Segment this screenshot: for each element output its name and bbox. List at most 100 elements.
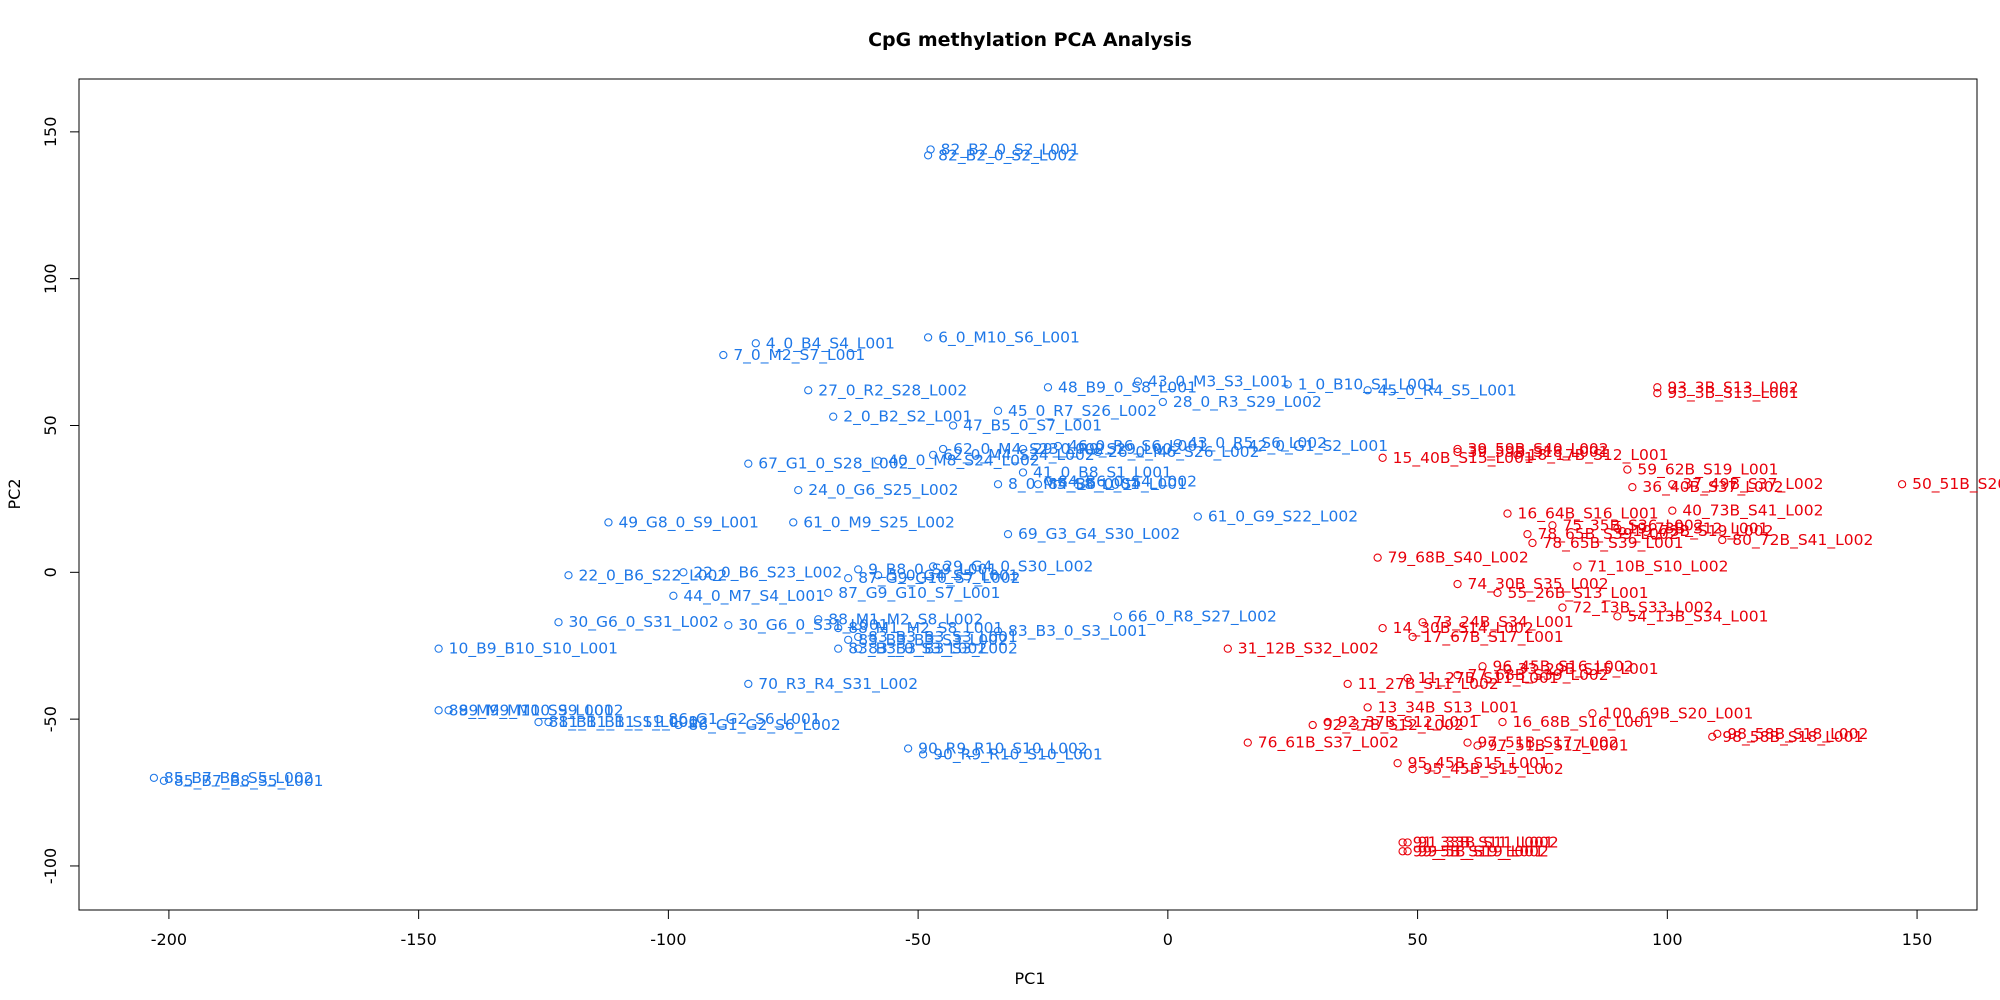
data-point xyxy=(1043,477,1053,486)
point-label: 62_0_M4_S23_L002 xyxy=(953,440,1105,459)
point-label: 18_17B_S12_L001 xyxy=(1527,446,1668,465)
point-label: 84_B6_0_S4_L002 xyxy=(1058,472,1197,491)
data-point xyxy=(804,386,813,395)
data-point xyxy=(744,459,753,468)
point-label: 77_68B_S39_L002 xyxy=(1468,666,1609,685)
point-label: 7_0_M2_S7_L001 xyxy=(733,346,865,365)
point-label: 99_5B_S19_L001 xyxy=(1413,842,1544,861)
point-label: 29_G4_0_S30_L002 xyxy=(943,557,1093,576)
data-point xyxy=(1158,397,1168,407)
data-point xyxy=(1233,441,1242,451)
point-label: 15_40B_S15_L001 xyxy=(1393,449,1534,468)
data-point xyxy=(1498,717,1507,727)
x-tick-label: -100 xyxy=(650,930,686,949)
point-label: 11_27B_S11_L002 xyxy=(1358,675,1499,694)
data-point xyxy=(1897,480,1907,489)
data-point xyxy=(149,773,159,783)
point-label: 72_13B_S33_L002 xyxy=(1572,599,1713,618)
point-label: 33_29B_S15_L001 xyxy=(1517,660,1658,679)
data-point xyxy=(844,574,853,583)
point-label: 80_72B_S41_L002 xyxy=(1732,531,1873,550)
y-axis-label: PC2 xyxy=(5,479,24,510)
point-label: 45_0_R7_S26_L002 xyxy=(1008,402,1157,421)
point-label: 97_51B_S17_L002 xyxy=(1478,734,1619,753)
data-point xyxy=(1378,453,1387,462)
point-label: 90_R9_R10_S10_L002 xyxy=(918,739,1088,758)
point-label: 82_B2_0_S2_L002 xyxy=(938,146,1077,165)
data-point xyxy=(1453,447,1462,457)
data-point xyxy=(1523,529,1532,539)
data-point xyxy=(1713,729,1722,738)
data-point xyxy=(1653,383,1662,392)
data-point xyxy=(1403,847,1412,856)
data-point xyxy=(1378,623,1387,633)
data-point xyxy=(1453,444,1462,454)
data-point xyxy=(1573,562,1582,571)
point-label: 4_0_B4_S4_L001 xyxy=(766,334,895,353)
chart-title: CpG methylation PCA Analysis xyxy=(868,29,1192,51)
point-label: 24_0_G6_S25_L002 xyxy=(808,481,958,500)
point-label: 61_0_M9_S25_L002 xyxy=(803,513,955,532)
data-point xyxy=(554,618,563,627)
point-label: 29_0_R9_S29_L002 xyxy=(1033,440,1182,459)
data-point xyxy=(1653,389,1662,398)
point-label: 28_0_R3_S29_L002 xyxy=(1173,393,1322,412)
data-point xyxy=(844,635,853,645)
point-label: 11_27B_S11_L001 xyxy=(1418,669,1559,688)
point-label: 92_37B_S12_L002 xyxy=(1323,716,1464,735)
data-point xyxy=(854,565,863,574)
data-point xyxy=(1243,738,1252,747)
data-point xyxy=(1033,480,1043,489)
point-label: 73_24B_S34_L001 xyxy=(1433,613,1574,632)
data-point xyxy=(834,623,843,633)
point-label: 93_3B_S13_L002 xyxy=(1667,378,1798,397)
data-point xyxy=(1668,506,1677,515)
x-tick-label: -50 xyxy=(905,930,931,949)
data-point xyxy=(1668,480,1677,489)
data-point xyxy=(1043,383,1053,392)
point-label: 71_10B_S10_L002 xyxy=(1587,557,1728,576)
data-point xyxy=(993,480,1003,489)
data-point xyxy=(1453,579,1462,589)
point-label: 98_58B_S18_L001 xyxy=(1722,728,1863,747)
point-label: 55_26B_S13_L001 xyxy=(1508,584,1649,603)
point-label: 9_B8_0_S9_L001 xyxy=(868,560,997,579)
data-point xyxy=(938,444,948,454)
data-point xyxy=(854,644,863,653)
data-point xyxy=(1588,709,1597,718)
data-point xyxy=(1363,386,1372,395)
data-point xyxy=(1003,529,1013,539)
data-point xyxy=(654,714,663,724)
x-tick-label: -200 xyxy=(151,930,187,949)
point-label: 40_0_M8_S24_L002 xyxy=(888,452,1040,471)
point-label: 61_0_G9_S22_L002 xyxy=(1208,508,1358,527)
point-label: 8_0_M5_S8_L001 xyxy=(1008,475,1140,494)
point-label: 16_64B_S16_L001 xyxy=(1517,505,1658,524)
data-point xyxy=(1323,717,1332,727)
point-label: 16_68B_S16_L001 xyxy=(1513,713,1654,732)
point-label: 99_5B_S19_L002 xyxy=(1418,842,1549,861)
data-point xyxy=(829,412,838,421)
point-label: 75_35B_S36_L002 xyxy=(1562,516,1703,535)
data-point xyxy=(923,333,933,342)
point-label: 17_67B_S17_L001 xyxy=(1423,628,1564,647)
data-point xyxy=(1408,632,1417,642)
data-point xyxy=(1503,665,1512,674)
point-label: 48_B9_0_S8_L001 xyxy=(1058,378,1197,397)
point-label: 43_0_M3_S3_L001 xyxy=(1148,372,1290,391)
point-label: 91_33B_S11_L002 xyxy=(1418,833,1559,852)
data-point xyxy=(1018,444,1028,454)
data-point xyxy=(794,485,803,495)
point-label: 97_51B_S17_L001 xyxy=(1488,737,1629,756)
x-tick-label: 50 xyxy=(1407,930,1427,949)
data-point xyxy=(834,644,843,653)
data-point xyxy=(1493,588,1502,598)
point-label: 98_58B_S18_L002 xyxy=(1727,725,1868,744)
data-point xyxy=(918,750,928,759)
data-point xyxy=(719,350,728,360)
data-point xyxy=(1623,465,1632,474)
data-point xyxy=(1403,673,1412,683)
point-label: 26_0_M6_S26_L002 xyxy=(1108,443,1260,462)
point-label: 31_12B_S32_L002 xyxy=(1238,640,1379,659)
